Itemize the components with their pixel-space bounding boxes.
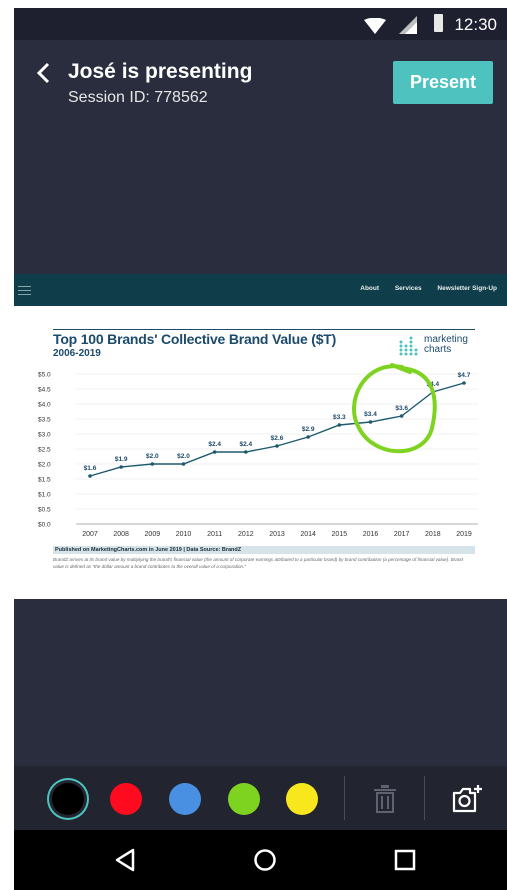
data-point <box>119 465 123 469</box>
series-line <box>89 382 465 477</box>
logo-dots-icon <box>399 336 418 356</box>
y-tick-label: $5.0 <box>38 372 51 379</box>
methodology-note: BrandZ arrives at its brand value by mul… <box>53 557 463 569</box>
x-tick-label: 2018 <box>425 531 441 538</box>
app-frame: 12:30 José is presenting Session ID: 778… <box>14 8 507 890</box>
nav-link-services[interactable]: Services <box>394 285 422 292</box>
data-label: $3.4 <box>364 411 377 418</box>
home-circle-icon[interactable] <box>253 848 277 872</box>
data-label: $2.9 <box>302 426 315 433</box>
data-point <box>88 474 92 478</box>
y-tick-label: $3.5 <box>38 417 51 424</box>
battery-icon <box>434 14 443 32</box>
y-tick-label: $3.0 <box>38 432 51 439</box>
recents-square-icon[interactable] <box>394 848 416 872</box>
line-chart: $0.0 $0.5 $1.0 $1.5 $2.0 $2.5 $3.0 $3.5 $4.0 $4.5… <box>38 372 478 538</box>
camera-add-icon[interactable] <box>451 784 483 814</box>
x-tick-label: 2011 <box>207 531 222 538</box>
trash-icon[interactable] <box>372 784 398 814</box>
x-tick-label: 2015 <box>332 531 348 538</box>
y-tick-label: $4.5 <box>38 387 51 394</box>
data-label: $1.9 <box>115 456 128 463</box>
data-point <box>368 420 373 424</box>
marketing-charts-logo: marketing charts <box>399 334 479 358</box>
x-tick-label: 2012 <box>238 531 254 538</box>
y-tick-label: $2.0 <box>38 462 51 469</box>
data-label: $2.6 <box>271 435 284 442</box>
data-point <box>431 390 435 394</box>
data-point <box>244 450 248 454</box>
x-tick-label: 2016 <box>363 531 379 538</box>
back-triangle-icon[interactable] <box>114 848 136 872</box>
nav-link-newsletter[interactable]: Newsletter Sign-Up <box>437 285 497 292</box>
x-tick-label: 2008 <box>113 531 129 538</box>
session-id: Session ID: 778562 <box>68 89 208 106</box>
y-tick-label: $1.5 <box>38 477 51 484</box>
data-point <box>181 462 186 466</box>
publisher-text: Published on MarketingCharts.com in June… <box>55 547 242 553</box>
y-tick-label: $2.5 <box>38 447 51 454</box>
data-point <box>462 381 466 385</box>
hamburger-menu-icon[interactable] <box>18 286 31 298</box>
signal-icon <box>399 16 417 34</box>
toolbar-divider-2 <box>424 776 425 820</box>
chart-title: Top 100 Brands' Collective Brand Value (… <box>53 331 337 347</box>
color-swatch-yellow[interactable] <box>286 783 318 815</box>
data-point <box>306 435 310 439</box>
data-label: $1.6 <box>84 465 97 472</box>
presenter-title: José is presenting <box>68 60 253 83</box>
site-nav: About Services Newsletter Sign-Up <box>14 274 507 306</box>
data-point <box>150 462 155 466</box>
data-label: $3.6 <box>395 405 408 412</box>
x-tick-label: 2019 <box>456 531 472 538</box>
data-label: $4.7 <box>458 372 471 379</box>
data-label: $2.0 <box>177 453 190 460</box>
data-label: $2.0 <box>146 453 159 460</box>
x-tick-label: 2010 <box>176 531 192 538</box>
present-button[interactable]: Present <box>393 61 493 104</box>
color-swatch-black[interactable] <box>52 783 84 815</box>
toolbar-divider <box>344 776 345 820</box>
site-nav-links: About Services Newsletter Sign-Up <box>346 285 497 292</box>
data-point <box>275 444 279 448</box>
shared-page: About Services Newsletter Sign-Up Top 10… <box>14 274 507 599</box>
wifi-icon <box>364 18 386 34</box>
data-label: $2.4 <box>240 441 253 448</box>
x-tick-label: 2009 <box>145 531 161 538</box>
y-tick-label: $4.0 <box>38 402 51 409</box>
x-tick-label: 2007 <box>82 531 98 538</box>
data-label: $3.3 <box>333 414 346 421</box>
data-point <box>212 450 217 454</box>
chart-subtitle: 2006-2019 <box>53 348 101 359</box>
y-tick-label: $0.0 <box>38 522 51 529</box>
color-swatch-red[interactable] <box>110 783 142 815</box>
x-tick-label: 2017 <box>394 531 410 538</box>
color-swatch-green[interactable] <box>228 783 260 815</box>
drawing-toolbar <box>14 766 507 830</box>
x-tick-label: 2014 <box>300 531 316 538</box>
data-point <box>337 423 342 427</box>
data-label: $4.4 <box>427 381 440 388</box>
logo-text: marketing charts <box>424 335 468 355</box>
logo-text-line-1: marketing <box>424 334 468 345</box>
logo-text-line-2: charts <box>424 344 452 355</box>
color-swatch-blue[interactable] <box>169 783 201 815</box>
x-tick-label: 2013 <box>269 531 285 538</box>
y-tick-label: $1.0 <box>38 492 51 499</box>
status-time: 12:30 <box>454 15 497 34</box>
title-rule <box>53 329 475 330</box>
nav-link-about[interactable]: About <box>360 285 380 292</box>
data-label: $2.4 <box>208 441 221 448</box>
publisher-bar <box>53 546 475 554</box>
back-icon[interactable] <box>36 62 50 90</box>
y-tick-label: $0.5 <box>38 507 51 514</box>
data-point <box>399 414 404 418</box>
system-nav-bar <box>14 830 507 890</box>
status-bar: 12:30 <box>14 8 507 40</box>
